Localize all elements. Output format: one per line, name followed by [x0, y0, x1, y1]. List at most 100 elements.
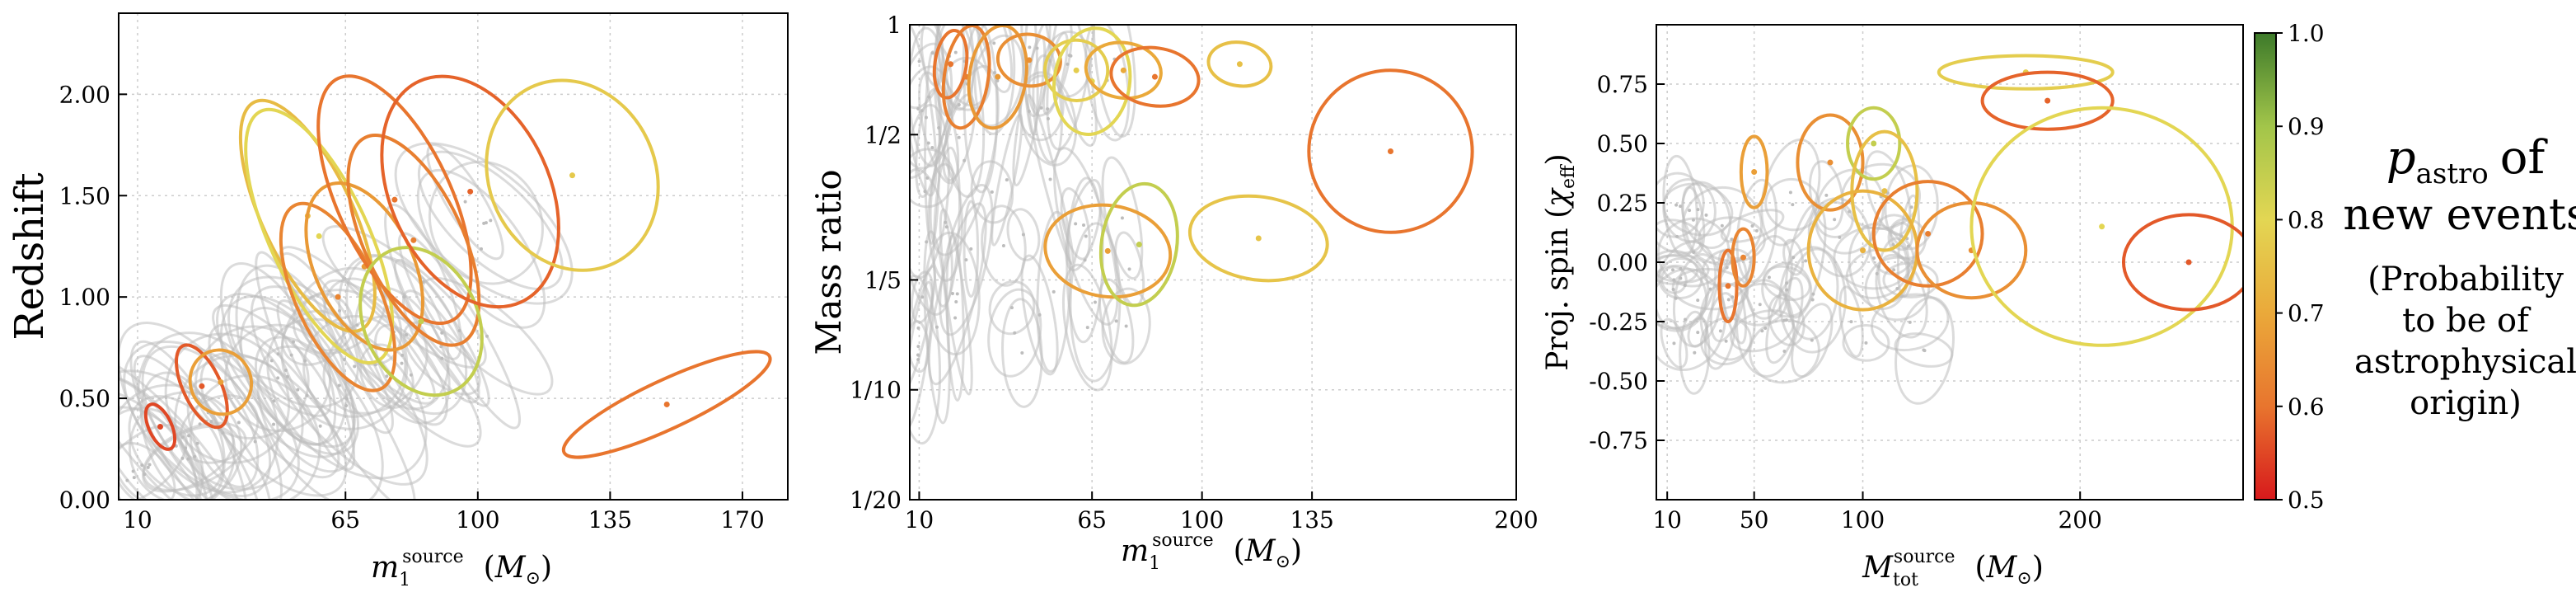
background-event-point — [1674, 203, 1679, 207]
new-event-contour — [1731, 227, 1756, 288]
y-axis-label-spin: Proj. spin (χeff) — [1541, 153, 1579, 370]
background-event-contour — [1745, 234, 1793, 320]
new-event-contour — [1109, 45, 1201, 108]
background-event-contour — [1749, 318, 1820, 384]
background-event-contour — [981, 204, 1027, 287]
caption-line-6: origin) — [2410, 384, 2522, 422]
new-event-point — [1925, 230, 1932, 237]
y-tick-label: 1 — [887, 12, 902, 39]
background-event-point — [1730, 237, 1734, 242]
colorbar-caption: pastro of new events (Probability to be o… — [2343, 131, 2576, 422]
background-event-point — [916, 353, 920, 357]
background-event-point — [1671, 288, 1675, 292]
new-event-contour — [1846, 106, 1902, 181]
background-event-contour — [1762, 265, 1811, 302]
background-event-point — [1724, 339, 1728, 343]
background-event-point — [405, 333, 409, 337]
new-event-contour — [1796, 113, 1865, 212]
background-event-contour — [402, 289, 480, 404]
background-event-contour — [1060, 187, 1091, 261]
colorbar-tick-label: 0.9 — [2288, 113, 2325, 140]
background-events-spin — [1656, 138, 1955, 405]
background-event-point — [1726, 298, 1731, 302]
background-event-point — [140, 463, 144, 468]
background-event-point — [944, 225, 948, 229]
background-event-contour — [276, 299, 416, 500]
background-event-point — [1720, 223, 1724, 228]
background-event-contour — [164, 332, 291, 464]
background-event-point — [953, 316, 958, 320]
new-event-point — [410, 237, 417, 243]
background-event-point — [1696, 331, 1700, 335]
y-axis-label-mass-ratio: Mass ratio — [808, 169, 849, 355]
colorbar-tick-label: 0.5 — [2288, 487, 2325, 514]
background-event-point — [355, 323, 359, 327]
background-event-point — [1013, 331, 1017, 335]
background-event-contour — [1791, 303, 1834, 378]
background-event-contour — [1656, 240, 1717, 331]
y-tick-label: 0.00 — [1597, 249, 1648, 276]
y-tick-label: -0.75 — [1589, 427, 1648, 454]
new-events-mass-ratio — [932, 25, 1474, 308]
new-event-point — [663, 401, 670, 407]
colorbar-tick-label: 1.0 — [2288, 20, 2325, 47]
x-tick-label: 50 — [1740, 506, 1769, 534]
background-event-contour — [280, 289, 409, 430]
background-event-point — [253, 440, 257, 444]
background-event-contour — [216, 292, 356, 448]
new-event-contour — [175, 343, 229, 430]
background-event-point — [1020, 351, 1024, 355]
background-event-contour — [1768, 294, 1806, 346]
new-event-point — [1871, 140, 1877, 147]
new-event-point — [1740, 254, 1746, 261]
caption-line-5: astrophysical — [2354, 343, 2576, 381]
new-events-spin — [1717, 54, 2243, 347]
background-event-contour — [910, 275, 942, 445]
new-event-point — [1725, 283, 1731, 289]
background-event-point — [1688, 209, 1692, 213]
background-event-contour — [1662, 154, 1698, 258]
background-event-contour — [1787, 247, 1839, 341]
new-event-point — [995, 73, 1001, 80]
new-event-point — [1236, 61, 1243, 68]
background-event-point — [353, 364, 357, 369]
axes-frame-redshift — [118, 12, 789, 501]
background-event-point — [1672, 341, 1676, 346]
background-event-contour — [1894, 332, 1954, 368]
background-event-contour — [1679, 310, 1711, 395]
background-event-point — [1804, 259, 1808, 263]
background-event-contour — [1001, 298, 1043, 408]
new-event-contour — [346, 134, 481, 347]
background-event-point — [1763, 327, 1768, 331]
background-event-contour — [417, 150, 564, 291]
new-event-contour — [1051, 26, 1132, 136]
background-event-point — [318, 424, 322, 428]
x-tick-label: 100 — [456, 506, 499, 534]
background-event-point — [1001, 244, 1005, 248]
background-event-point — [296, 388, 300, 392]
background-event-point — [992, 41, 996, 45]
background-event-contour — [1875, 253, 1928, 339]
background-event-point — [439, 345, 443, 349]
new-event-point — [391, 196, 398, 203]
background-event-point — [489, 219, 493, 223]
background-event-point — [1895, 287, 1899, 291]
x-tick-label: 10 — [1652, 506, 1682, 534]
background-event-point — [344, 403, 349, 407]
background-event-point — [276, 376, 280, 380]
y-ticks-mass-ratio: 1/20 1/10 1/5 1/2 1 — [850, 12, 918, 514]
y-tick-label: 0.25 — [1597, 190, 1648, 217]
background-event-point — [925, 176, 930, 180]
new-event-contour — [358, 246, 484, 397]
new-event-point — [1151, 73, 1158, 80]
x-tick-label: 65 — [330, 506, 360, 534]
new-event-point — [218, 378, 224, 385]
background-event-contour — [1735, 279, 1796, 378]
new-event-point — [1860, 247, 1866, 254]
x-tick-label: 100 — [1180, 506, 1224, 534]
x-ticks-mass-ratio: 10 65 100 135 200 — [905, 491, 1539, 534]
background-event-point — [1754, 228, 1759, 233]
background-event-point — [1891, 242, 1895, 247]
background-event-point — [1864, 341, 1868, 345]
new-event-contour — [1084, 40, 1163, 101]
